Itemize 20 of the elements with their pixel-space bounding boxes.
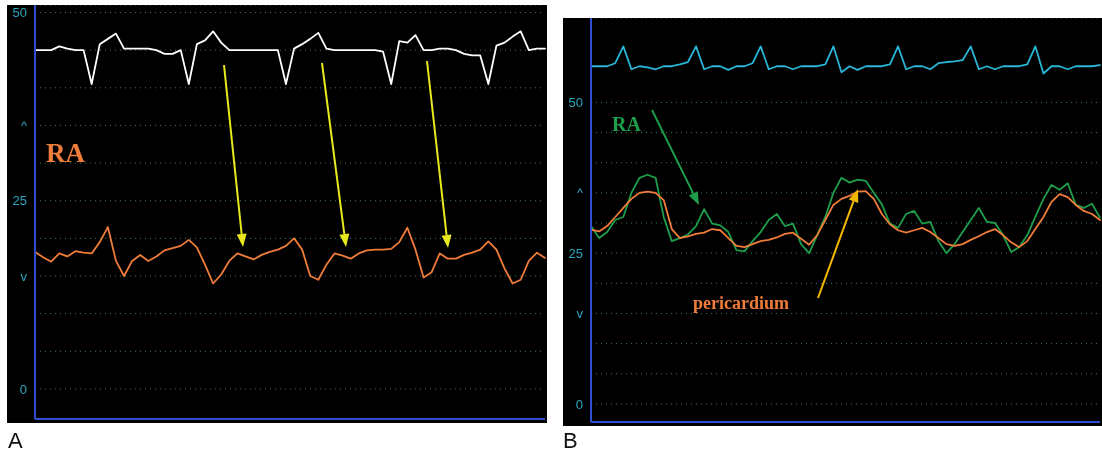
y-tick-label: v [576,306,584,322]
y-tick-label: 50 [568,95,583,111]
text: pericardium [693,293,789,313]
y-tick-label: v [20,268,28,284]
text: A [8,428,23,452]
line-series [590,45,1101,75]
text: RA [46,138,86,168]
y-tick-label: ^ [576,185,584,201]
line-series [34,226,546,285]
line-series [34,30,546,85]
text: B [563,428,578,452]
y-tick-label: 0 [19,381,27,397]
y-tick-label: 50 [12,5,27,21]
text: RA [612,113,642,135]
y-tick-label: 0 [575,396,583,412]
y-tick-label: 25 [568,245,583,261]
y-tick-label: 25 [12,193,27,209]
y-tick-label: ^ [20,118,28,134]
line-series [590,173,1101,255]
line-series [590,190,1101,249]
